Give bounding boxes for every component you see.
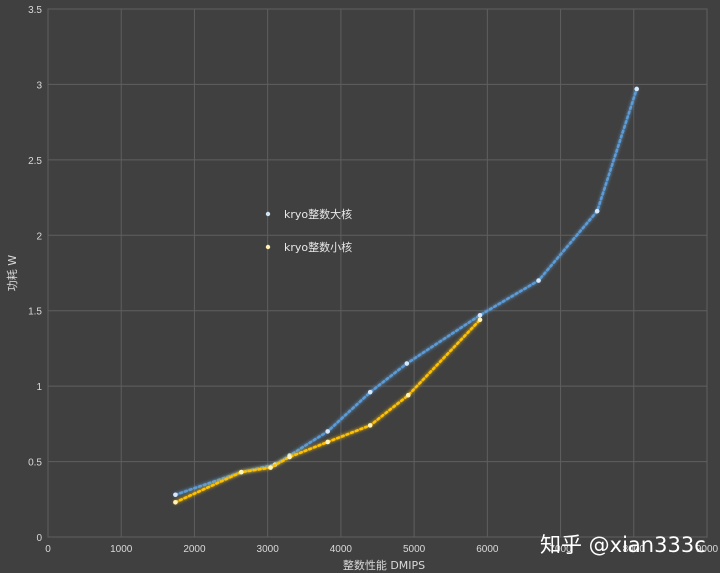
legend-label-big-core: kryo整数大核: [284, 207, 352, 221]
data-point: [536, 278, 541, 283]
y-tick-label: 3: [36, 80, 42, 91]
x-tick-label: 8000: [623, 544, 646, 555]
series-big-core: [173, 86, 640, 498]
data-point: [477, 312, 483, 318]
legend-marker-big-core: [265, 211, 271, 217]
legend-label-little-core: kryo整数小核: [284, 240, 352, 254]
axes: 0 1000 2000 3000 4000 5000 6000 7000 8000 9000 0 0.…: [28, 5, 718, 555]
x-tick-label: 7000: [549, 544, 572, 555]
grid: [47, 8, 708, 538]
y-tick-label: 3.5: [28, 5, 42, 16]
legend: kryo整数大核 kryo整数小核: [256, 207, 352, 254]
series-little-core: [173, 317, 483, 505]
y-axis-title: 功耗 W: [6, 255, 19, 291]
legend-item-little-core: kryo整数小核: [256, 240, 352, 254]
plot-area: [47, 8, 708, 538]
data-point: [594, 208, 600, 214]
x-tick-label: 5000: [403, 544, 426, 555]
data-point: [634, 86, 640, 92]
x-tick-label: 3000: [257, 544, 280, 555]
data-point: [325, 429, 331, 434]
data-point: [325, 439, 331, 445]
series-layer: [173, 86, 640, 505]
data-point: [239, 469, 244, 475]
data-point: [367, 423, 373, 428]
data-point: [268, 465, 273, 470]
data-point: [405, 392, 411, 398]
data-point: [367, 389, 373, 395]
data-point: [477, 317, 483, 323]
y-tick-label: 1: [36, 382, 42, 393]
x-tick-label: 2000: [183, 544, 206, 555]
x-tick-label: 6000: [476, 544, 499, 555]
x-tick-label: 9000: [696, 544, 719, 555]
y-tick-label: 1.5: [28, 307, 42, 318]
y-tick-label: 2.5: [28, 156, 42, 167]
legend-marker-little-core: [265, 244, 271, 250]
y-tick-label: 2: [36, 231, 42, 242]
x-tick-label: 1000: [110, 544, 133, 555]
legend-item-big-core: kryo整数大核: [256, 207, 352, 221]
y-tick-label: 0: [36, 533, 42, 544]
series-line: [174, 87, 639, 497]
x-tick-label: 4000: [330, 544, 353, 555]
data-point: [404, 361, 410, 366]
data-point: [287, 454, 292, 460]
y-tick-label: 0.5: [28, 458, 42, 469]
x-axis-title: 整数性能 DMIPS: [343, 558, 425, 572]
data-point: [173, 492, 178, 498]
data-point: [173, 500, 178, 505]
x-tick-label: 0: [45, 544, 51, 555]
watermark: 知乎 @xian333c: [540, 533, 706, 557]
series-line: [174, 318, 482, 504]
